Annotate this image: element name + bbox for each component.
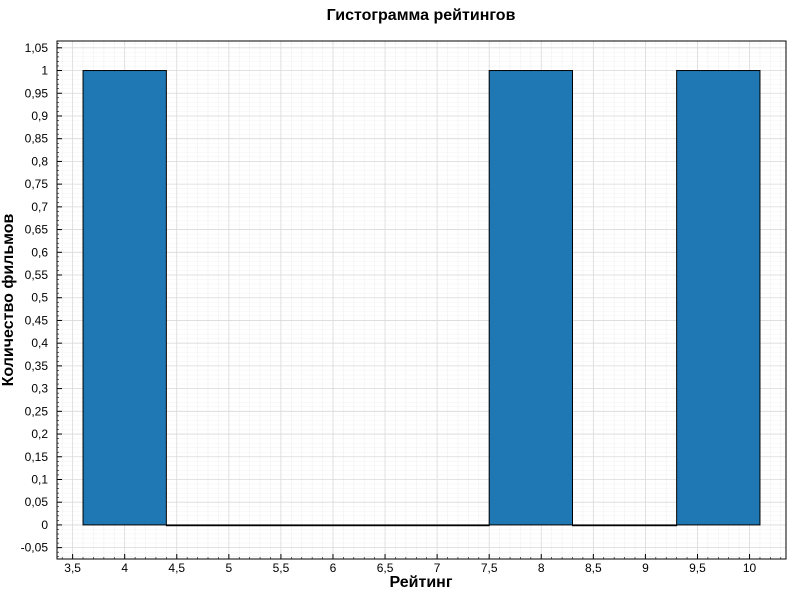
y-tick-label: 0,8 [31, 154, 48, 168]
y-tick-label: 1 [41, 64, 48, 78]
plot-frame [56, 40, 787, 560]
y-tick-label: 0,65 [25, 223, 49, 237]
y-tick-label: 0,6 [31, 245, 48, 259]
y-tick-label: 0,75 [25, 177, 49, 191]
y-tick-label: 0,3 [31, 382, 48, 396]
plot-area [57, 41, 786, 559]
chart-title: Гистограмма рейтингов [327, 7, 516, 24]
x-axis-ticks: 3,5 4 4,5 5 5,5 6 6,5 7 7,5 8 8,5 9 9,5 10 [61, 554, 782, 575]
y-axis-title: Количество фильмов [0, 213, 17, 386]
x-tick-label: 6,5 [377, 561, 394, 575]
y-tick-label: 0 [41, 518, 48, 532]
y-tick-label: 0,55 [25, 268, 49, 282]
x-tick-label: 3,5 [64, 561, 81, 575]
y-tick-label: 0,25 [25, 404, 49, 418]
y-tick-label: 0,35 [25, 359, 49, 373]
y-tick-label: -0,05 [21, 541, 49, 555]
x-tick-label: 9,5 [689, 561, 706, 575]
x-tick-label: 4 [121, 561, 128, 575]
y-tick-label: 0,15 [25, 450, 49, 464]
x-tick-label: 7 [434, 561, 441, 575]
y-axis-ticks: -0,05 0 0,05 0,1 0,15 0,2 0,25 0,3 0,35 0,4 0,45 0,… [21, 41, 62, 558]
x-tick-label: 10 [743, 561, 757, 575]
minor-gridlines [57, 41, 786, 559]
x-tick-label: 5,5 [273, 561, 290, 575]
x-tick-label: 9 [642, 561, 649, 575]
y-tick-label: 0,7 [31, 200, 48, 214]
x-tick-label: 8,5 [585, 561, 602, 575]
x-tick-label: 6 [330, 561, 337, 575]
histogram-bar [488, 70, 574, 526]
x-tick-label: 4,5 [168, 561, 185, 575]
histogram-bar [572, 524, 678, 527]
y-tick-label: 0,05 [25, 495, 49, 509]
y-tick-label: 0,1 [31, 472, 48, 486]
histogram-bar [676, 70, 761, 526]
x-tick-label: 8 [538, 561, 545, 575]
histogram-bar [82, 70, 167, 526]
histogram-bars [82, 70, 761, 527]
y-tick-label: 0,85 [25, 132, 49, 146]
y-tick-label: 1,05 [25, 41, 49, 55]
y-tick-label: 0,4 [31, 336, 48, 350]
y-tick-label: 0,5 [31, 291, 48, 305]
histogram-bar [165, 524, 490, 527]
x-tick-label: 7,5 [481, 561, 498, 575]
x-axis-title: Рейтинг [389, 574, 452, 591]
x-tick-label: 5 [225, 561, 232, 575]
y-tick-label: 0,9 [31, 109, 48, 123]
y-tick-label: 0,45 [25, 313, 49, 327]
y-tick-label: 0,2 [31, 427, 48, 441]
y-tick-label: 0,95 [25, 86, 49, 100]
